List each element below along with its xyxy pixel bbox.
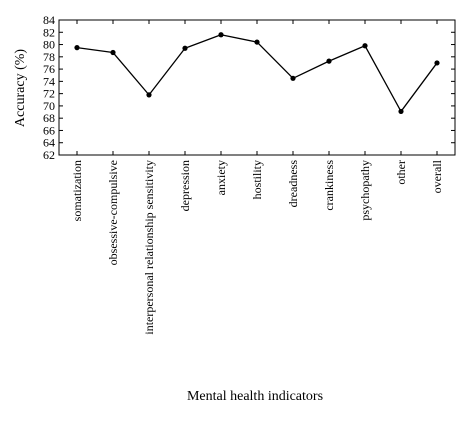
- x-tick-label: somatization: [70, 160, 84, 221]
- data-point: [110, 49, 116, 56]
- x-tick-label: anxiety: [214, 160, 228, 195]
- y-tick-label: 64: [43, 136, 55, 150]
- data-point: [182, 45, 188, 51]
- y-tick-label: 76: [43, 62, 55, 76]
- series-line: [76, 34, 438, 113]
- x-tick-label: other: [394, 160, 408, 185]
- x-tick-label: crankiness: [322, 160, 336, 211]
- data-point: [362, 43, 368, 49]
- data-point: [434, 60, 440, 66]
- y-tick-label: 62: [43, 148, 55, 162]
- y-tick-label: 74: [43, 74, 55, 88]
- x-tick-label: depression: [178, 160, 192, 211]
- y-tick-label: 78: [43, 50, 55, 64]
- x-tick-label: dreadness: [286, 160, 300, 208]
- x-tick-label: hostility: [250, 160, 264, 199]
- y-tick-label: 72: [43, 87, 55, 101]
- data-point: [326, 58, 332, 64]
- y-tick-label: 82: [43, 25, 55, 39]
- y-tick-label: 66: [43, 123, 55, 137]
- y-tick-label: 84: [43, 13, 55, 27]
- x-tick-label: obsessive-compulsive: [106, 160, 120, 265]
- y-axis-title: Accuracy (%): [13, 49, 28, 127]
- x-tick-label: psychopathy: [358, 160, 372, 221]
- y-tick-label: 70: [43, 99, 55, 113]
- data-point: [398, 108, 404, 115]
- y-tick-label: 80: [43, 38, 55, 52]
- data-point: [218, 32, 224, 38]
- data-point: [254, 39, 260, 45]
- x-tick-label: overall: [430, 159, 444, 193]
- x-tick-label: interpersonal relationship sensitivity: [142, 160, 156, 335]
- y-tick-label: 68: [43, 111, 55, 125]
- data-point: [74, 45, 80, 51]
- data-point: [290, 75, 296, 81]
- x-axis-title: Mental health indicators: [187, 389, 323, 404]
- data-point: [146, 92, 152, 98]
